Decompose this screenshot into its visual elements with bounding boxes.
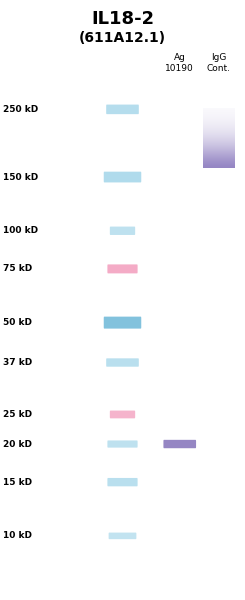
Bar — [203, 165, 234, 166]
Bar — [203, 153, 234, 154]
Bar — [203, 110, 234, 112]
Bar — [203, 142, 234, 143]
FancyBboxPatch shape — [106, 104, 139, 114]
Bar — [203, 149, 234, 151]
Bar — [203, 155, 234, 157]
Text: (611A12.1): (611A12.1) — [79, 31, 166, 44]
Bar — [203, 124, 234, 125]
FancyBboxPatch shape — [110, 410, 135, 418]
Bar — [203, 159, 234, 160]
Text: IL18-2: IL18-2 — [91, 10, 154, 28]
Bar — [203, 126, 234, 127]
Text: 250 kD: 250 kD — [3, 105, 38, 114]
Text: 75 kD: 75 kD — [3, 265, 32, 274]
Bar — [203, 144, 234, 145]
FancyBboxPatch shape — [110, 227, 135, 235]
FancyBboxPatch shape — [107, 478, 138, 487]
Bar — [203, 145, 234, 146]
Bar — [203, 116, 234, 118]
Bar — [203, 133, 234, 134]
FancyBboxPatch shape — [107, 440, 138, 448]
FancyBboxPatch shape — [106, 358, 139, 367]
Bar — [203, 146, 234, 148]
Bar — [203, 148, 234, 149]
Bar — [203, 157, 234, 158]
Bar — [203, 134, 234, 136]
Text: Ag
10190: Ag 10190 — [165, 53, 194, 73]
Bar — [203, 113, 234, 115]
Bar — [203, 132, 234, 133]
Text: 25 kD: 25 kD — [3, 410, 32, 419]
Text: 20 kD: 20 kD — [3, 440, 32, 449]
Bar — [203, 154, 234, 155]
FancyBboxPatch shape — [104, 317, 141, 329]
Bar — [203, 162, 234, 163]
Text: IgG
Cont.: IgG Cont. — [207, 53, 231, 73]
Bar — [203, 131, 234, 133]
Bar — [203, 151, 234, 152]
Bar — [203, 163, 234, 164]
Bar — [203, 125, 234, 127]
Bar — [203, 140, 234, 142]
FancyBboxPatch shape — [107, 265, 138, 274]
Bar — [203, 127, 234, 128]
Text: 10 kD: 10 kD — [3, 532, 32, 541]
Bar — [203, 111, 234, 112]
Bar — [203, 135, 234, 136]
Bar — [203, 160, 234, 161]
Bar — [203, 138, 234, 139]
Bar — [203, 136, 234, 137]
Bar — [203, 150, 234, 151]
Bar — [203, 161, 234, 163]
Bar — [203, 130, 234, 131]
Text: 100 kD: 100 kD — [3, 226, 38, 235]
Bar — [203, 139, 234, 140]
Bar — [203, 167, 234, 169]
Bar — [203, 123, 234, 124]
Bar — [203, 118, 234, 119]
FancyBboxPatch shape — [109, 533, 136, 539]
Bar — [203, 141, 234, 142]
Bar — [203, 147, 234, 148]
Bar — [203, 112, 234, 113]
Text: 15 kD: 15 kD — [3, 478, 32, 487]
Text: 37 kD: 37 kD — [3, 358, 32, 367]
Bar — [203, 156, 234, 157]
Bar — [203, 115, 234, 116]
Text: 150 kD: 150 kD — [3, 173, 38, 182]
Text: 50 kD: 50 kD — [3, 318, 32, 327]
Bar — [203, 152, 234, 154]
Bar — [203, 120, 234, 121]
Bar — [203, 158, 234, 160]
Bar — [203, 164, 234, 166]
Bar — [203, 128, 234, 130]
Bar — [203, 137, 234, 139]
Bar — [203, 166, 234, 167]
Bar — [203, 114, 234, 115]
Bar — [203, 108, 234, 109]
FancyBboxPatch shape — [104, 172, 141, 182]
Bar — [203, 119, 234, 121]
Bar — [203, 143, 234, 145]
Bar — [203, 121, 234, 122]
Bar — [203, 122, 234, 124]
FancyBboxPatch shape — [163, 440, 196, 448]
Bar — [203, 129, 234, 130]
Bar — [203, 117, 234, 118]
Bar — [203, 109, 234, 110]
